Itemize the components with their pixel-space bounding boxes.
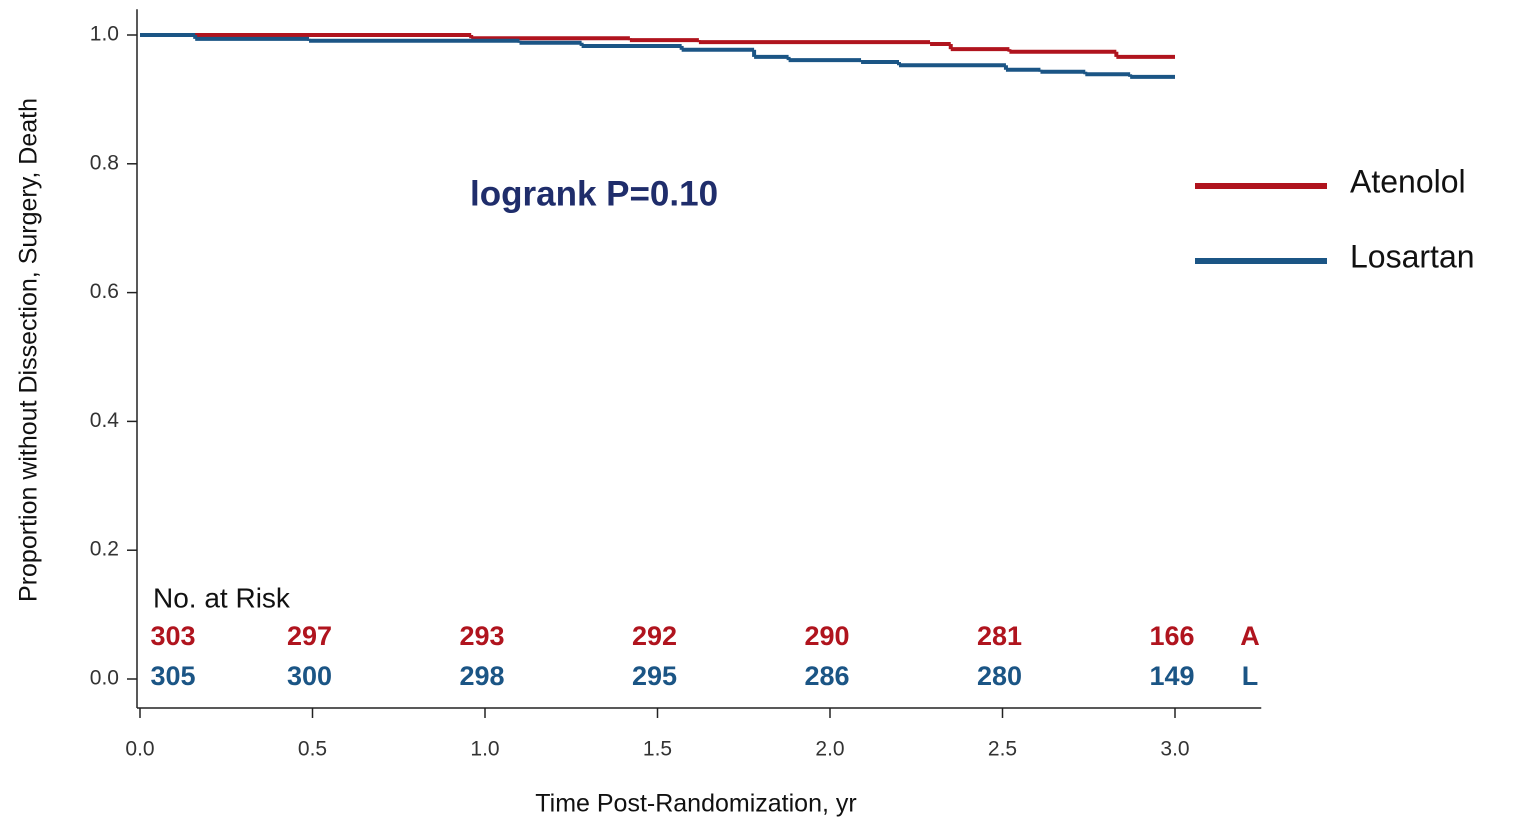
y-tick-label: 1.0 [90, 23, 119, 46]
risk-count: 297 [287, 621, 332, 651]
y-tick-label: 0.2 [90, 538, 119, 561]
annotation: logrank P=0.10 [470, 174, 718, 213]
risk-row-label: L [1242, 661, 1259, 691]
risk-count: 286 [804, 661, 849, 691]
risk-table-title: No. at Risk [153, 582, 291, 613]
risk-count: 293 [459, 621, 504, 651]
risk-count: 281 [977, 621, 1022, 651]
x-tick-label: 0.0 [125, 738, 154, 761]
legend-label: Losartan [1350, 238, 1475, 274]
x-tick-label: 2.5 [988, 738, 1017, 761]
risk-count: 303 [150, 621, 195, 651]
risk-count: 149 [1149, 661, 1194, 691]
risk-count: 300 [287, 661, 332, 691]
y-tick-label: 0.4 [90, 409, 120, 432]
y-axis-label: Proportion without Dissection, Surgery, … [15, 98, 43, 602]
x-tick-label: 2.0 [815, 738, 844, 761]
legend-label: Atenolol [1350, 163, 1466, 199]
x-tick-label: 1.5 [643, 738, 672, 761]
risk-count: 166 [1149, 621, 1194, 651]
risk-count: 280 [977, 661, 1022, 691]
x-tick-label: 1.0 [470, 738, 499, 761]
x-axis-label: Time Post-Randomization, yr [535, 790, 856, 818]
risk-row-label: A [1240, 621, 1260, 651]
y-tick-label: 0.8 [90, 151, 119, 174]
risk-count: 305 [150, 661, 195, 691]
risk-count: 298 [459, 661, 504, 691]
risk-count: 292 [632, 621, 677, 651]
y-tick-label: 0.6 [90, 280, 119, 303]
risk-count: 295 [632, 661, 677, 691]
y-tick-label: 0.0 [90, 667, 119, 690]
x-tick-label: 3.0 [1160, 738, 1189, 761]
risk-count: 290 [804, 621, 849, 651]
x-tick-label: 0.5 [298, 738, 327, 761]
